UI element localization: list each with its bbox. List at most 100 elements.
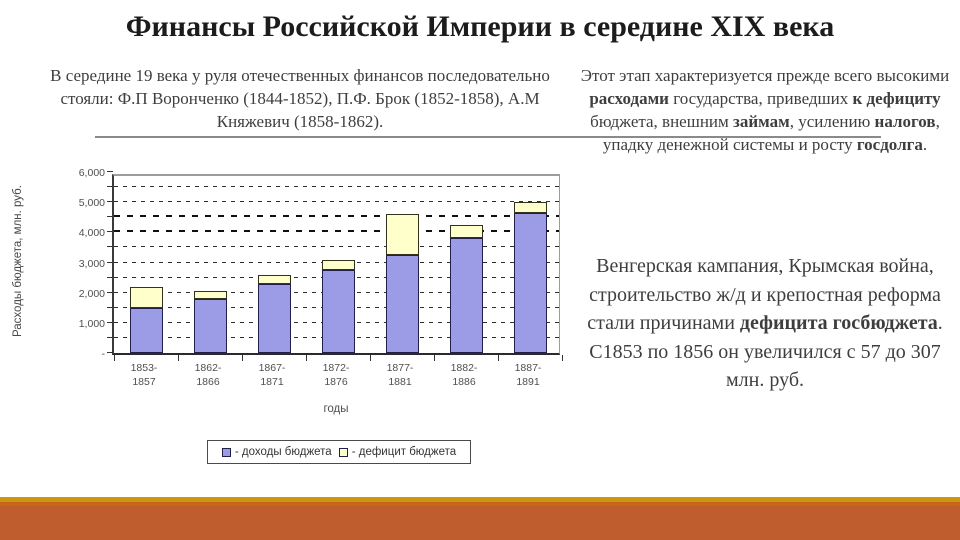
x-tick-label: 1872- 1876 bbox=[304, 361, 368, 389]
gridline bbox=[114, 230, 559, 233]
divider-line bbox=[95, 136, 881, 138]
x-tick-line: 1866 bbox=[196, 376, 220, 388]
gridline bbox=[114, 215, 559, 218]
y-tick-label: 1,000 bbox=[78, 317, 105, 330]
text: Этот этап характеризуется прежде всего в… bbox=[580, 66, 950, 85]
gridline bbox=[114, 246, 559, 248]
y-axis-tick bbox=[107, 291, 113, 293]
stripe-gold bbox=[0, 497, 960, 502]
y-axis-tick bbox=[107, 306, 113, 308]
x-axis-tick bbox=[562, 355, 563, 361]
bar-deficit-segment bbox=[257, 274, 291, 284]
bold-text: налогов bbox=[874, 112, 936, 131]
gridline bbox=[114, 201, 559, 203]
x-tick-label: 1867- 1871 bbox=[240, 361, 304, 389]
x-axis-tick bbox=[114, 355, 115, 361]
x-axis-title: годы bbox=[323, 403, 349, 415]
bar-income-segment bbox=[449, 238, 483, 353]
chart-legend: - доходы бюджета - дефицит бюджета bbox=[207, 440, 471, 464]
text: . bbox=[922, 135, 928, 154]
x-tick-line: 1871 bbox=[260, 376, 284, 388]
y-axis-tick bbox=[107, 261, 113, 263]
y-axis-tick bbox=[107, 186, 113, 188]
x-tick-line: 1891 bbox=[516, 376, 540, 388]
text: , упадку денежной системы и росту bbox=[602, 112, 940, 154]
x-axis-tick bbox=[498, 355, 499, 361]
x-tick-line: 1872- bbox=[322, 362, 350, 374]
bold-text: расходами bbox=[589, 89, 669, 108]
bar-income-segment bbox=[257, 283, 291, 353]
y-axis-tick bbox=[107, 201, 113, 203]
y-axis-tick bbox=[107, 171, 113, 172]
legend-income-label: - доходы бюджета bbox=[234, 446, 332, 458]
x-tick-label: 1862- 1866 bbox=[176, 361, 240, 389]
bar-income-segment bbox=[385, 254, 419, 353]
y-tick-label: 3,000 bbox=[78, 257, 105, 270]
text: . С1853 по 1856 он увеличился с 57 до 30… bbox=[589, 312, 943, 391]
gridline bbox=[114, 186, 559, 188]
x-axis-tick bbox=[370, 355, 371, 361]
deficit-swatch-icon bbox=[338, 447, 348, 457]
x-axis-tick bbox=[434, 355, 435, 361]
y-tick-label: 2,000 bbox=[78, 287, 105, 300]
income-swatch-icon bbox=[221, 447, 231, 457]
y-tick-label: 6,000 bbox=[78, 167, 105, 179]
x-axis-tick bbox=[242, 355, 243, 361]
y-axis-tick bbox=[107, 352, 113, 353]
x-tick-line: 1857 bbox=[132, 376, 156, 388]
x-tick-label: 1882- 1886 bbox=[432, 361, 496, 389]
bar-deficit-segment bbox=[385, 214, 419, 255]
slide-title: Финансы Российской Империи в середине XI… bbox=[125, 10, 835, 43]
text: Венгерская кампания, Крымская война, стр… bbox=[587, 255, 941, 334]
y-axis-tick bbox=[107, 231, 113, 233]
x-tick-label: 1887- 1891 bbox=[496, 361, 560, 389]
y-axis-tick bbox=[107, 216, 113, 218]
plot-area bbox=[107, 171, 563, 361]
legend-deficit-label: - дефицит бюджета bbox=[351, 446, 457, 458]
bar-income-segment bbox=[129, 307, 163, 353]
text: , усилению bbox=[789, 112, 875, 131]
bar-deficit-segment bbox=[129, 286, 163, 308]
bar-income-segment bbox=[321, 270, 355, 353]
legend-item-deficit: - дефицит бюджета bbox=[338, 446, 457, 458]
y-axis-title: Расходы бюджета, млн. руб. bbox=[12, 185, 24, 337]
bar-deficit-segment bbox=[449, 224, 483, 239]
legend-item-income: - доходы бюджета bbox=[221, 446, 332, 458]
bold-text: к дефициту bbox=[852, 89, 941, 108]
text: государства, приведших bbox=[668, 89, 853, 108]
x-tick-label: 1877- 1881 bbox=[368, 361, 432, 389]
y-tick-label: - bbox=[101, 348, 106, 360]
x-tick-line: 1876 bbox=[324, 376, 348, 388]
x-tick-line: 1882- bbox=[450, 362, 478, 374]
x-tick-line: 1862- bbox=[194, 362, 222, 374]
bold-text: займам bbox=[733, 112, 790, 131]
stripe-rust bbox=[0, 506, 960, 540]
bar-deficit-segment bbox=[193, 291, 227, 299]
y-tick-label: 5,000 bbox=[78, 197, 105, 210]
bold-text: дефицита госбюджета bbox=[739, 312, 938, 334]
bold-text: госдолга bbox=[856, 135, 923, 154]
x-tick-line: 1877- bbox=[386, 362, 414, 374]
y-axis-tick bbox=[107, 321, 113, 323]
y-tick-label: 4,000 bbox=[78, 227, 105, 240]
y-axis-tick bbox=[107, 336, 113, 338]
x-axis-tick bbox=[306, 355, 307, 361]
x-tick-line: 1886 bbox=[452, 376, 476, 388]
x-tick-line: 1881 bbox=[388, 376, 412, 388]
bar-income-segment bbox=[513, 212, 547, 353]
y-axis-tick bbox=[107, 246, 113, 248]
x-tick-line: 1887- bbox=[514, 362, 542, 374]
x-axis-tick bbox=[178, 355, 179, 361]
bar-income-segment bbox=[193, 298, 227, 353]
stripe-orange bbox=[0, 502, 960, 506]
bar-deficit-segment bbox=[513, 202, 547, 213]
x-tick-line: 1867- bbox=[258, 362, 286, 374]
stage-description-paragraph: Этот этап характеризуется прежде всего в… bbox=[575, 64, 955, 156]
deficit-causes-paragraph: Венгерская кампания, Крымская война, стр… bbox=[576, 252, 954, 395]
text: В середине 19 века у руля отечественных … bbox=[50, 66, 550, 131]
y-axis-tick bbox=[107, 276, 113, 278]
x-tick-line: 1853- bbox=[130, 362, 158, 374]
x-tick-label: 1853- 1857 bbox=[112, 361, 176, 389]
bar-deficit-segment bbox=[321, 259, 355, 271]
